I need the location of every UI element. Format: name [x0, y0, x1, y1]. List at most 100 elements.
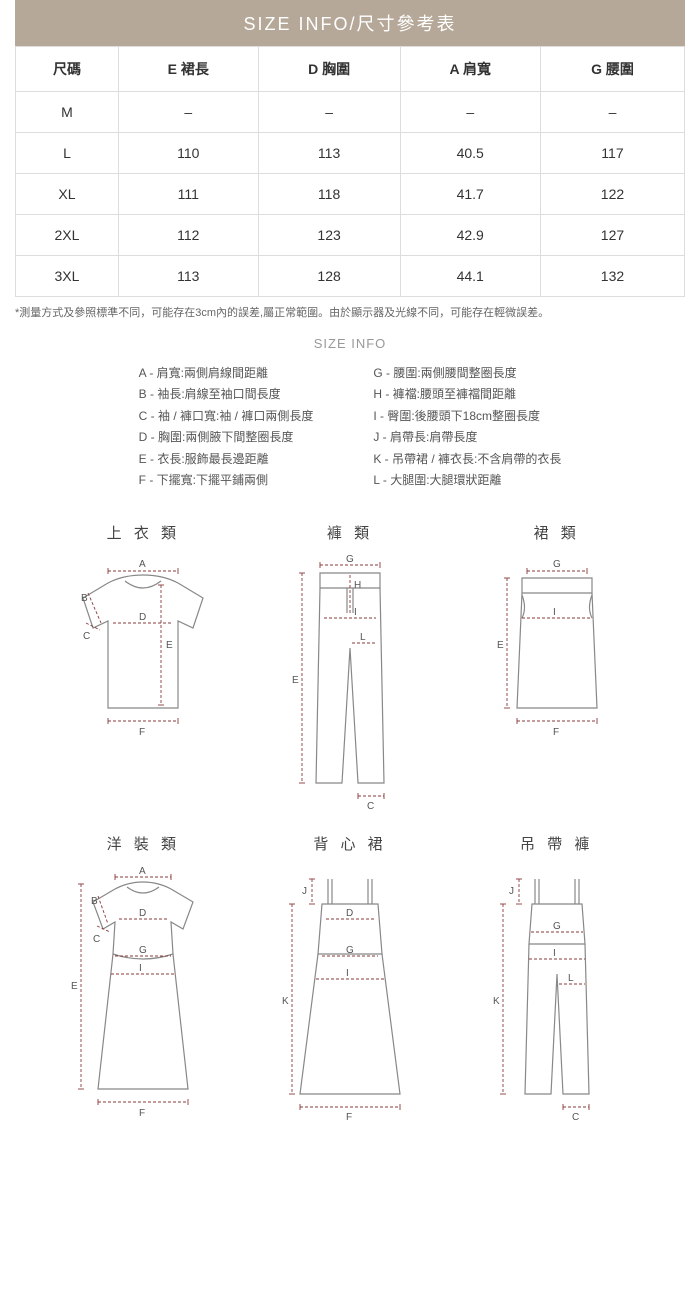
table-cell: –: [540, 92, 684, 133]
legend-item: I - 臀圍:後腰頭下18cm整圈長度: [373, 406, 561, 428]
garment-diagram-pants: 褲 類 G H I L E C: [252, 522, 449, 813]
column-header: A 肩寬: [400, 47, 540, 92]
table-row: 2XL11212342.9127: [16, 215, 685, 256]
garment-svg: A B C D E F: [45, 553, 242, 753]
svg-text:G: G: [553, 559, 561, 570]
svg-text:K: K: [282, 996, 289, 1007]
svg-text:E: E: [166, 640, 173, 651]
svg-text:E: E: [497, 640, 504, 651]
table-cell: 41.7: [400, 174, 540, 215]
legend: A - 肩寬:兩側肩線間距離B - 袖長:肩線至袖口間長度C - 袖 / 褲口寬…: [15, 363, 685, 513]
table-cell: –: [258, 92, 400, 133]
table-cell: 113: [118, 256, 258, 297]
svg-text:J: J: [509, 886, 514, 897]
svg-text:A: A: [139, 559, 146, 570]
garment-title: 褲 類: [252, 522, 449, 543]
svg-text:C: C: [83, 631, 90, 642]
legend-item: J - 肩帶長:肩帶長度: [373, 427, 561, 449]
column-header: G 腰圍: [540, 47, 684, 92]
garment-title: 吊 帶 褲: [458, 833, 655, 854]
svg-text:I: I: [553, 607, 556, 618]
table-cell: 112: [118, 215, 258, 256]
table-cell: 3XL: [16, 256, 119, 297]
svg-text:L: L: [568, 973, 574, 984]
legend-item: F - 下擺寬:下擺平鋪兩側: [139, 470, 314, 492]
svg-text:G: G: [553, 921, 561, 932]
column-header: 尺碼: [16, 47, 119, 92]
svg-text:C: C: [572, 1112, 579, 1123]
table-cell: 44.1: [400, 256, 540, 297]
table-cell: –: [118, 92, 258, 133]
legend-col-1: A - 肩寬:兩側肩線間距離B - 袖長:肩線至袖口間長度C - 袖 / 褲口寬…: [139, 363, 314, 493]
size-table: 尺碼E 裙長D 胸圍A 肩寬G 腰圍 M––––L11011340.5117XL…: [15, 46, 685, 297]
garment-title: 背 心 裙: [252, 833, 449, 854]
legend-item: H - 褲襠:腰頭至褲襠間距離: [373, 384, 561, 406]
garment-svg: J G I L K C: [458, 864, 655, 1124]
svg-text:E: E: [292, 675, 299, 686]
garment-diagram-skirt: 裙 類 G I E F: [458, 522, 655, 813]
table-cell: 42.9: [400, 215, 540, 256]
table-cell: 40.5: [400, 133, 540, 174]
legend-item: D - 胸圍:兩側腋下間整圈長度: [139, 427, 314, 449]
svg-text:A: A: [139, 866, 146, 877]
svg-text:D: D: [139, 908, 146, 919]
svg-text:L: L: [360, 632, 366, 643]
table-row: XL11111841.7122: [16, 174, 685, 215]
column-header: D 胸圍: [258, 47, 400, 92]
legend-item: G - 腰圍:兩側腰間整圈長度: [373, 363, 561, 385]
table-cell: 110: [118, 133, 258, 174]
table-row: M––––: [16, 92, 685, 133]
svg-text:F: F: [553, 727, 559, 738]
legend-item: E - 衣長:服飾最長邊距離: [139, 449, 314, 471]
garment-diagram-slipdress: 背 心 裙 J D G I K F: [252, 833, 449, 1124]
table-cell: 132: [540, 256, 684, 297]
legend-item: L - 大腿圍:大腿環狀距離: [373, 470, 561, 492]
table-cell: 111: [118, 174, 258, 215]
svg-text:E: E: [71, 981, 78, 992]
table-cell: L: [16, 133, 119, 174]
svg-text:H: H: [354, 580, 361, 591]
table-header: SIZE INFO/尺寸參考表: [15, 0, 685, 46]
legend-item: C - 袖 / 褲口寬:袖 / 褲口兩側長度: [139, 406, 314, 428]
svg-text:C: C: [367, 801, 374, 812]
column-header: E 裙長: [118, 47, 258, 92]
table-cell: 113: [258, 133, 400, 174]
table-cell: 127: [540, 215, 684, 256]
legend-item: K - 吊帶裙 / 褲衣長:不含肩帶的衣長: [373, 449, 561, 471]
svg-text:F: F: [346, 1112, 352, 1123]
table-row: L11011340.5117: [16, 133, 685, 174]
table-cell: 117: [540, 133, 684, 174]
svg-text:F: F: [139, 727, 145, 738]
table-cell: 118: [258, 174, 400, 215]
garment-svg: A B C D G I E F: [45, 864, 242, 1124]
svg-text:B: B: [81, 593, 88, 604]
svg-text:F: F: [139, 1108, 145, 1119]
garment-diagram-tshirt: 上 衣 類 A B C D E F: [45, 522, 242, 813]
garment-title: 裙 類: [458, 522, 655, 543]
garment-title: 洋 裝 類: [45, 833, 242, 854]
table-cell: –: [400, 92, 540, 133]
garment-diagrams: 上 衣 類 A B C D E F 褲 類 G H I L E C 裙 類 G …: [15, 512, 685, 1144]
table-cell: XL: [16, 174, 119, 215]
table-cell: 122: [540, 174, 684, 215]
garment-svg: G H I L E C: [252, 553, 449, 813]
garment-diagram-overalls: 吊 帶 褲 J G I L K C: [458, 833, 655, 1124]
info-title: SIZE INFO: [15, 330, 685, 363]
svg-text:G: G: [346, 945, 354, 956]
svg-text:C: C: [93, 934, 100, 945]
garment-diagram-dress: 洋 裝 類 A B C D G I E F: [45, 833, 242, 1124]
table-cell: 128: [258, 256, 400, 297]
svg-text:I: I: [354, 607, 357, 618]
svg-text:J: J: [302, 886, 307, 897]
table-cell: M: [16, 92, 119, 133]
svg-text:I: I: [139, 963, 142, 974]
legend-col-2: G - 腰圍:兩側腰間整圈長度H - 褲襠:腰頭至褲襠間距離I - 臀圍:後腰頭…: [373, 363, 561, 493]
table-row: 3XL11312844.1132: [16, 256, 685, 297]
table-cell: 123: [258, 215, 400, 256]
garment-svg: G I E F: [458, 553, 655, 753]
svg-text:I: I: [553, 948, 556, 959]
svg-text:K: K: [493, 996, 500, 1007]
legend-item: B - 袖長:肩線至袖口間長度: [139, 384, 314, 406]
measurement-note: *測量方式及參照標準不同，可能存在3cm內的誤差,屬正常範圍。由於顯示器及光線不…: [15, 297, 685, 330]
svg-text:I: I: [346, 968, 349, 979]
